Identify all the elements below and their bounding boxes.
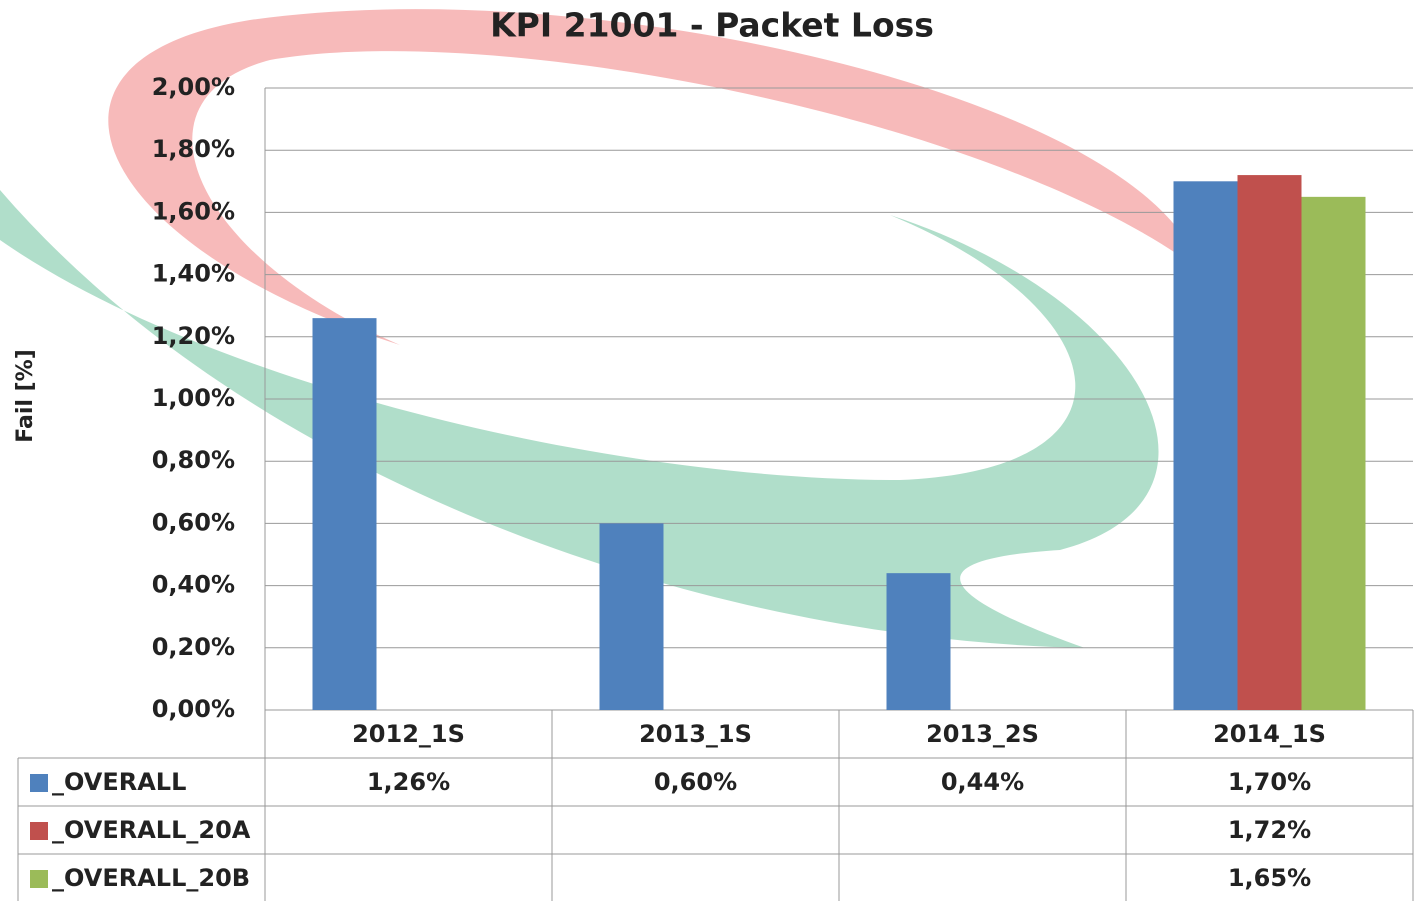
- legend-swatch: [30, 822, 48, 840]
- chart: KPI 21001 - Packet Loss Fail [%] 0,00% 0,…: [0, 0, 1414, 901]
- chart-title: KPI 21001 - Packet Loss: [490, 6, 934, 45]
- legend-label: _OVERALL_20B: [52, 864, 250, 892]
- x-tick-label: 2014_1S: [1213, 720, 1326, 748]
- legend-label: _OVERALL: [52, 768, 186, 796]
- bar: [1302, 197, 1366, 710]
- data-label: 0,44%: [941, 768, 1024, 796]
- y-tick-label: 1,00%: [152, 384, 235, 412]
- y-tick-label: 1,60%: [152, 197, 235, 225]
- y-tick-label: 0,40%: [152, 571, 235, 599]
- x-tick-label: 2013_2S: [926, 720, 1039, 748]
- y-tick-label: 1,20%: [152, 322, 235, 350]
- y-tick-label: 2,00%: [152, 73, 235, 101]
- legend-swatch: [30, 870, 48, 888]
- y-tick-label: 0,20%: [152, 633, 235, 661]
- y-tick-label: 1,40%: [152, 260, 235, 288]
- data-label: 1,72%: [1228, 816, 1311, 844]
- y-tick-label: 0,60%: [152, 508, 235, 536]
- bar: [313, 318, 377, 710]
- y-tick-label: 0,80%: [152, 446, 235, 474]
- bar: [1174, 181, 1238, 710]
- y-tick-label: 1,80%: [152, 135, 235, 163]
- y-tick-label: 0,00%: [152, 695, 235, 723]
- data-label: 1,70%: [1228, 768, 1311, 796]
- bar: [600, 523, 664, 710]
- bar: [1238, 175, 1302, 710]
- legend-swatch: [30, 774, 48, 792]
- x-tick-label: 2012_1S: [352, 720, 465, 748]
- y-axis-label: Fail [%]: [13, 349, 38, 442]
- legend-label: _OVERALL_20A: [52, 816, 251, 844]
- x-tick-label: 2013_1S: [639, 720, 752, 748]
- data-label: 0,60%: [654, 768, 737, 796]
- bar: [887, 573, 951, 710]
- data-label: 1,26%: [367, 768, 450, 796]
- data-label: 1,65%: [1228, 864, 1311, 892]
